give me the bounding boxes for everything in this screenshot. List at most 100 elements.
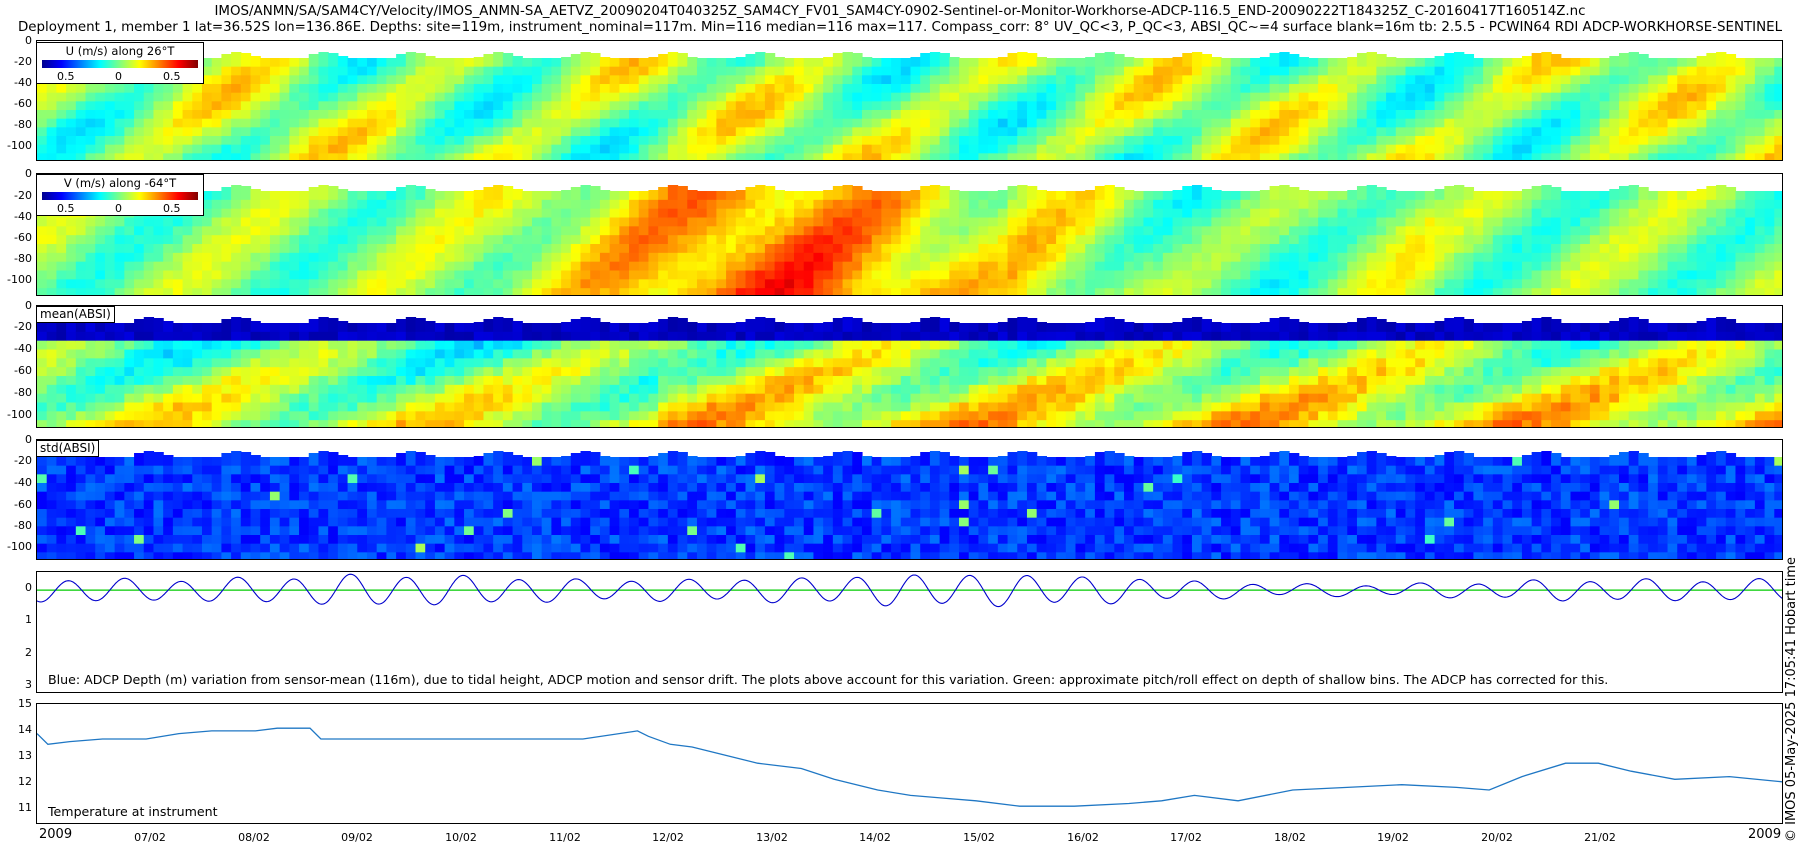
v-cell bbox=[1667, 244, 1678, 254]
mean-absi-cell bbox=[396, 402, 407, 412]
u-cell bbox=[269, 92, 281, 102]
v-cell bbox=[1434, 199, 1445, 210]
u-cell bbox=[1638, 84, 1649, 94]
v-cell bbox=[366, 191, 378, 201]
u-cell bbox=[1065, 75, 1077, 85]
v-cell bbox=[240, 208, 252, 219]
u-cell bbox=[1677, 58, 1688, 68]
mean-absi-cell bbox=[192, 349, 203, 359]
v-cell bbox=[1473, 191, 1484, 201]
v-cell bbox=[269, 208, 281, 219]
v-cell bbox=[648, 244, 659, 254]
u-cell bbox=[269, 136, 281, 146]
u-cell bbox=[1386, 136, 1397, 146]
v-cell bbox=[221, 244, 232, 254]
u-cell bbox=[541, 153, 552, 160]
u-cell bbox=[629, 136, 640, 146]
u-cell bbox=[328, 118, 339, 128]
u-cell bbox=[1405, 136, 1416, 146]
v-cell bbox=[1405, 288, 1416, 295]
v-cell bbox=[726, 279, 737, 289]
u-cell bbox=[299, 110, 310, 120]
figure-title-line-2: Deployment 1, member 1 lat=36.52S lon=13… bbox=[17, 20, 1783, 35]
v-cell bbox=[1502, 199, 1513, 210]
mean-absi-cell bbox=[85, 340, 96, 351]
v-cell bbox=[434, 217, 446, 227]
v-cell bbox=[590, 261, 601, 272]
v-cell bbox=[1094, 244, 1106, 254]
u-cell bbox=[541, 66, 552, 76]
u-cell bbox=[1007, 127, 1018, 137]
v-cell bbox=[318, 288, 329, 295]
v-cell bbox=[1347, 252, 1358, 263]
u-cell bbox=[1521, 127, 1533, 137]
v-cell bbox=[1026, 226, 1038, 236]
u-cell bbox=[638, 144, 650, 154]
v-cell bbox=[425, 217, 436, 227]
v-cell bbox=[396, 252, 407, 263]
u-cell bbox=[1405, 58, 1416, 68]
v-cell bbox=[1638, 187, 1649, 201]
v-cell bbox=[1376, 279, 1387, 289]
u-cell bbox=[299, 75, 310, 85]
u-cell bbox=[1221, 127, 1232, 137]
v-cell bbox=[1230, 217, 1242, 227]
u-cell bbox=[1580, 92, 1591, 102]
u-cell bbox=[1580, 101, 1591, 111]
v-cell bbox=[454, 270, 465, 280]
v-cell bbox=[1075, 270, 1086, 280]
u-cell bbox=[687, 110, 698, 120]
u-cell bbox=[629, 153, 640, 160]
figure-title-line-1: IMOS/ANMN/SA/SAM4CY/Velocity/IMOS_ANMN-S… bbox=[214, 4, 1586, 19]
v-cell bbox=[997, 217, 1009, 227]
mean-absi-cell bbox=[134, 393, 145, 404]
u-cell bbox=[1075, 127, 1086, 137]
u-cell bbox=[366, 127, 378, 137]
u-cell bbox=[920, 127, 931, 137]
u-cell bbox=[1754, 66, 1766, 76]
mean-absi-cell bbox=[473, 420, 485, 427]
u-cell bbox=[318, 144, 329, 154]
v-cell bbox=[959, 270, 970, 280]
u-cell bbox=[784, 136, 795, 146]
u-cell bbox=[1570, 75, 1581, 85]
u-cell bbox=[522, 84, 533, 94]
u-cell bbox=[299, 92, 310, 102]
v-ytick: -40 bbox=[14, 210, 32, 223]
u-cell bbox=[1104, 110, 1115, 120]
v-cell bbox=[163, 270, 174, 280]
u-cell bbox=[1580, 144, 1591, 154]
u-cell bbox=[134, 84, 145, 94]
v-cell bbox=[1230, 270, 1242, 280]
mean-absi-cell bbox=[366, 340, 378, 351]
u-cell bbox=[1182, 127, 1193, 137]
u-cell bbox=[929, 153, 941, 160]
u-cell bbox=[1104, 84, 1115, 94]
mean-absi-cell bbox=[85, 420, 96, 427]
u-cell bbox=[784, 144, 795, 154]
v-cell bbox=[1589, 270, 1601, 280]
u-cell bbox=[337, 101, 349, 111]
u-cell bbox=[774, 153, 785, 160]
v-cell bbox=[493, 235, 504, 245]
u-cell bbox=[289, 127, 300, 137]
u-cell bbox=[1017, 52, 1028, 68]
v-cell bbox=[1289, 252, 1300, 263]
v-cell bbox=[1735, 279, 1746, 289]
v-cell bbox=[1570, 217, 1581, 227]
v-cell bbox=[104, 270, 116, 280]
mean-absi-cell bbox=[75, 358, 87, 368]
v-cell bbox=[784, 244, 795, 254]
u-cell bbox=[1366, 110, 1377, 120]
v-cell bbox=[842, 199, 853, 210]
u-cell bbox=[1124, 84, 1135, 94]
v-cell bbox=[609, 288, 620, 295]
v-cell bbox=[192, 252, 203, 263]
u-cell bbox=[483, 127, 494, 137]
v-cell bbox=[774, 270, 785, 280]
u-cell bbox=[881, 153, 892, 160]
v-cell bbox=[473, 261, 485, 272]
v-cell bbox=[658, 187, 669, 201]
u-cell bbox=[658, 110, 669, 120]
u-cell bbox=[502, 127, 514, 137]
